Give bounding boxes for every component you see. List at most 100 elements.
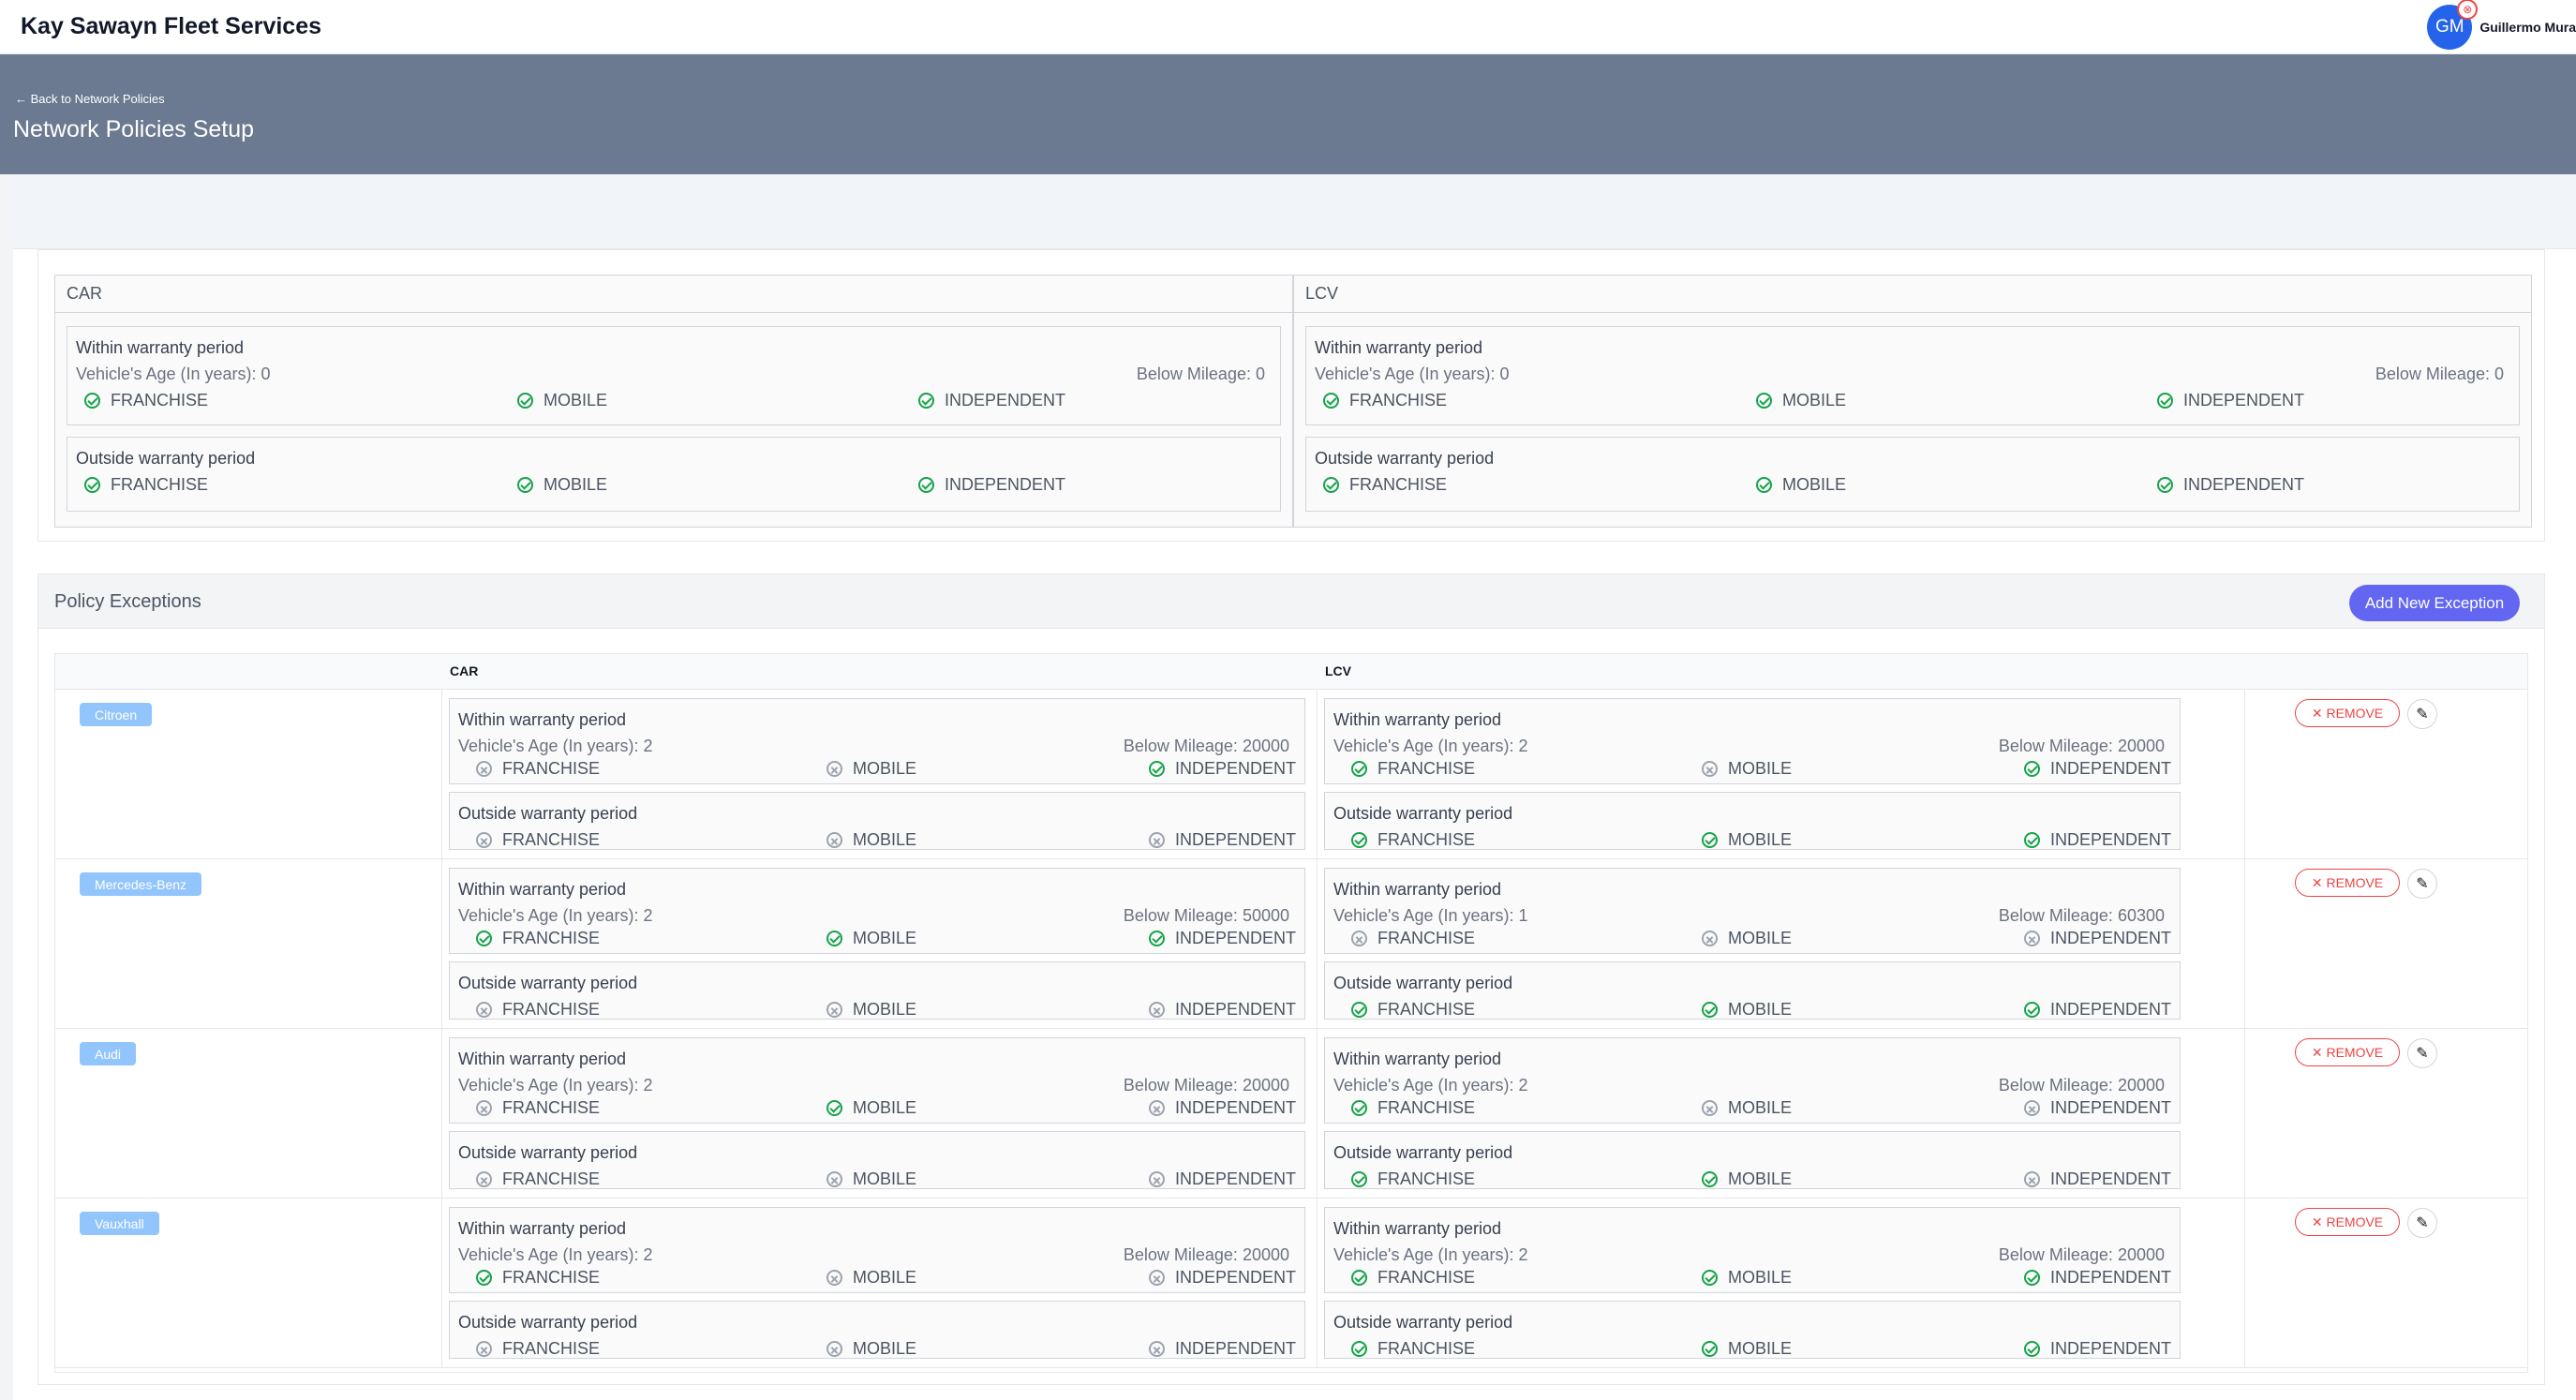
mileage-value: 20000 xyxy=(1242,1076,1289,1095)
within-warranty-box: Within warranty period Vehicle's Age (In … xyxy=(1305,326,2520,425)
vehicle-age: Vehicle's Age (In years): 2 xyxy=(1333,737,1528,756)
below-mileage: Below Mileage: 20000 xyxy=(1124,1245,1289,1265)
below-mileage: Below Mileage: 20000 xyxy=(1999,1076,2165,1095)
exceptions-title: Policy Exceptions xyxy=(54,591,201,612)
option-label: INDEPENDENT xyxy=(1175,929,1297,947)
option-independent: INDEPENDENT xyxy=(2024,759,2171,779)
add-new-exception-button[interactable]: Add New Exception xyxy=(2349,585,2520,621)
check-circle-icon xyxy=(1702,832,1718,848)
option-independent: INDEPENDENT xyxy=(1149,1339,1296,1359)
check-circle-icon xyxy=(2024,832,2040,848)
option-label: INDEPENDENT xyxy=(1175,1000,1297,1019)
option-franchise: FRANCHISE xyxy=(1351,1339,1475,1359)
column-divider xyxy=(1317,1199,1318,1367)
check-circle-icon xyxy=(1323,393,1339,409)
edit-button[interactable]: ✎ xyxy=(2407,869,2437,899)
period-title: Outside warranty period xyxy=(458,974,638,992)
option-mobile: MOBILE xyxy=(826,759,916,779)
check-circle-icon xyxy=(1351,761,1367,777)
option-mobile: MOBILE xyxy=(1702,759,1792,779)
option-label: FRANCHISE xyxy=(111,391,209,410)
check-circle-icon xyxy=(826,1100,842,1116)
x-circle-icon xyxy=(1149,1270,1165,1286)
option-franchise: FRANCHISE xyxy=(1323,475,1447,495)
vehicle-age: Vehicle's Age (In years): 1 xyxy=(1333,906,1528,926)
check-circle-icon xyxy=(1756,393,1772,409)
column-divider xyxy=(2244,1029,2245,1198)
avatar[interactable]: GM ⊗ xyxy=(2427,0,2479,50)
option-independent: INDEPENDENT xyxy=(2024,1098,2171,1118)
within-warranty-box: Within warranty period Vehicle's Age (In … xyxy=(449,1037,1305,1124)
edit-button[interactable]: ✎ xyxy=(2407,699,2437,729)
period-title: Outside warranty period xyxy=(458,804,638,823)
option-label: INDEPENDENT xyxy=(1175,759,1297,778)
remove-button[interactable]: ✕ REMOVE xyxy=(2295,1038,2400,1066)
below-mileage: Below Mileage: 0 xyxy=(1137,365,1265,384)
option-franchise: FRANCHISE xyxy=(476,1169,600,1189)
vehicle-age-value: 1 xyxy=(1518,906,1528,925)
option-label: MOBILE xyxy=(853,759,917,778)
option-franchise: FRANCHISE xyxy=(1351,1098,1475,1118)
vehicle-age-value: 2 xyxy=(643,737,653,755)
check-circle-icon xyxy=(1351,1002,1367,1018)
vehicle-age-value: 2 xyxy=(1518,1076,1528,1095)
user-menu[interactable]: GM ⊗ Guillermo Mura xyxy=(2427,0,2576,54)
period-title: Outside warranty period xyxy=(1333,804,1513,823)
option-mobile: MOBILE xyxy=(1702,830,1792,850)
vehicle-age: Vehicle's Age (In years): 0 xyxy=(76,365,271,384)
below-mileage: Below Mileage: 60300 xyxy=(1999,906,2165,926)
outside-warranty-box: Outside warranty period FRANCHISE MOBILE IN… xyxy=(1305,437,2520,512)
mileage-label: Below Mileage: xyxy=(1123,737,1243,755)
below-mileage: Below Mileage: 0 xyxy=(2375,365,2504,384)
check-circle-icon xyxy=(84,393,100,409)
mileage-label: Below Mileage: xyxy=(1998,737,2118,755)
x-circle-icon xyxy=(476,761,492,777)
check-circle-icon xyxy=(1702,1341,1718,1357)
option-label: INDEPENDENT xyxy=(2050,759,2172,778)
option-mobile: MOBILE xyxy=(1702,1339,1792,1359)
table-row: Mercedes-Benz Within warranty period Vehic… xyxy=(55,859,2527,1029)
x-circle-icon xyxy=(826,761,842,777)
remove-button[interactable]: ✕ REMOVE xyxy=(2295,1208,2400,1236)
within-warranty-box: Within warranty period Vehicle's Age (In … xyxy=(1324,1207,2181,1293)
check-circle-icon xyxy=(517,477,533,493)
option-label: MOBILE xyxy=(853,1000,917,1019)
vehicle-age-label: Vehicle's Age (In years): xyxy=(1333,1245,1519,1264)
option-label: INDEPENDENT xyxy=(1175,1339,1297,1358)
option-independent: INDEPENDENT xyxy=(1149,1000,1296,1020)
check-circle-icon xyxy=(826,931,842,946)
pencil-icon: ✎ xyxy=(2416,876,2429,892)
mileage-value: 20000 xyxy=(1242,1245,1289,1264)
mileage-value: 50000 xyxy=(1242,906,1289,925)
x-circle-icon xyxy=(476,832,492,848)
option-label: MOBILE xyxy=(1728,759,1793,778)
option-mobile: MOBILE xyxy=(826,1000,916,1020)
back-link[interactable]: ← Back to Network Policies xyxy=(15,92,165,106)
period-title: Outside warranty period xyxy=(1333,974,1513,992)
vehicle-age-label: Vehicle's Age (In years): xyxy=(1333,737,1519,755)
remove-button[interactable]: ✕ REMOVE xyxy=(2295,869,2400,897)
mileage-value: 20000 xyxy=(2117,1245,2165,1264)
edit-button[interactable]: ✎ xyxy=(2407,1038,2437,1068)
option-mobile: MOBILE xyxy=(1702,929,1792,948)
option-mobile: MOBILE xyxy=(517,391,607,410)
pencil-icon: ✎ xyxy=(2416,1215,2429,1231)
mileage-label: Below Mileage: xyxy=(1123,1076,1243,1095)
make-tag: Mercedes-Benz xyxy=(80,872,202,896)
option-label: FRANCHISE xyxy=(1377,759,1476,778)
option-label: FRANCHISE xyxy=(502,759,601,778)
option-label: FRANCHISE xyxy=(1377,1169,1476,1188)
vehicle-age-label: Vehicle's Age (In years): xyxy=(1333,1076,1519,1095)
check-circle-icon xyxy=(1351,1341,1367,1357)
remove-button[interactable]: ✕ REMOVE xyxy=(2295,699,2400,727)
vehicle-age: Vehicle's Age (In years): 0 xyxy=(1315,365,1510,384)
vehicle-age-label: Vehicle's Age (In years): xyxy=(458,737,644,755)
option-label: INDEPENDENT xyxy=(2050,1000,2172,1019)
option-independent: INDEPENDENT xyxy=(2157,475,2304,495)
option-label: FRANCHISE xyxy=(1377,1000,1476,1019)
edit-button[interactable]: ✎ xyxy=(2407,1208,2437,1238)
x-circle-icon xyxy=(476,1171,492,1187)
period-title: Within warranty period xyxy=(458,1050,627,1068)
column-divider xyxy=(1317,1029,1318,1198)
mileage-value: 60300 xyxy=(2117,906,2165,925)
